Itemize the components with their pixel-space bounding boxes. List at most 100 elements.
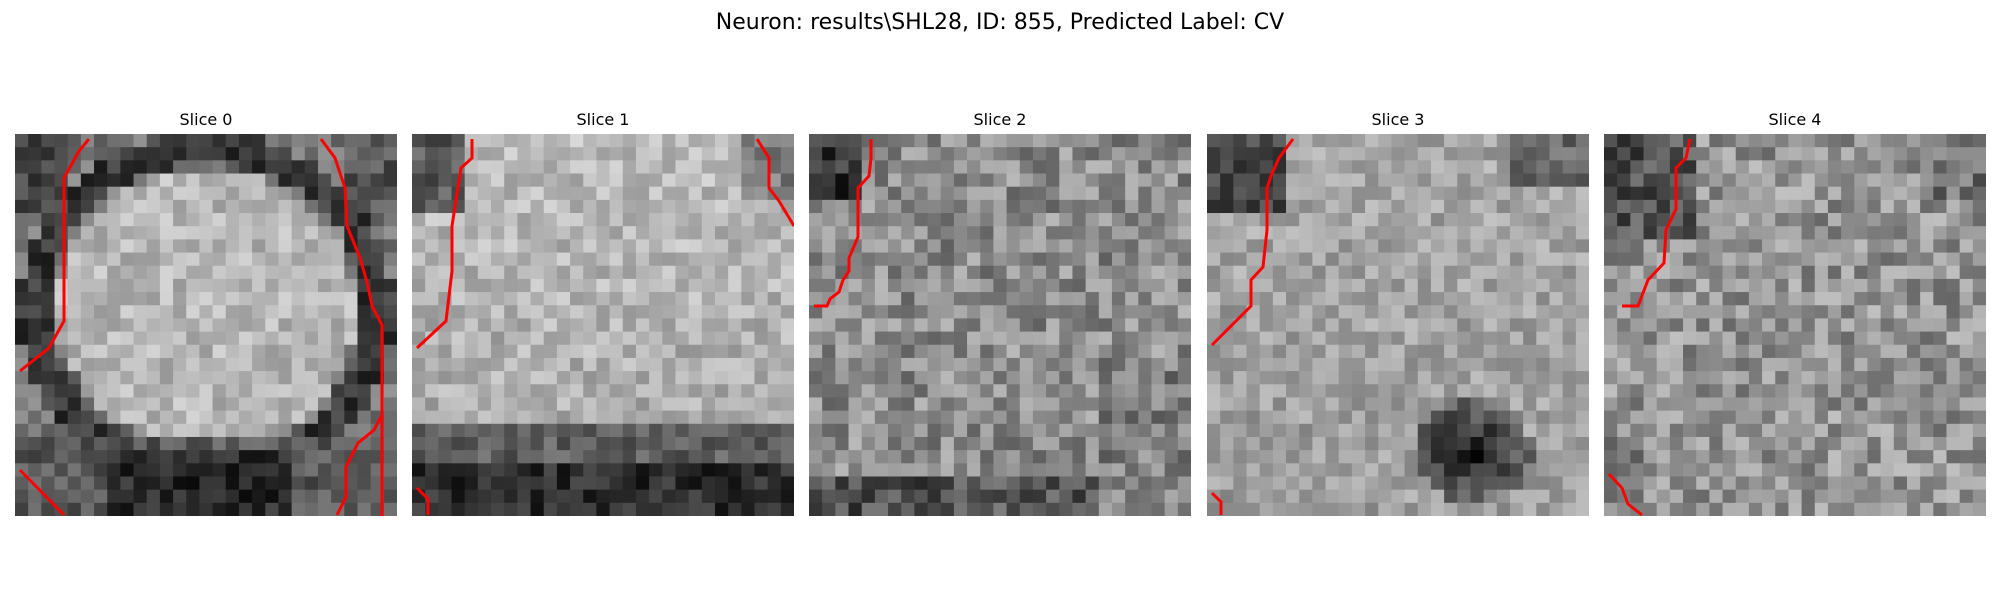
slice-1-pixel [517, 147, 531, 161]
slice-1-pixel [556, 489, 571, 504]
slice-3-pixel [1470, 160, 1485, 174]
slice-1-pixel [596, 292, 610, 306]
slice-4-pixel [1617, 423, 1631, 438]
slice-3-pixel [1523, 199, 1537, 214]
slice-0-pixel [331, 331, 345, 346]
slice-0-pixel [317, 173, 332, 188]
slice-2-pixel [1111, 252, 1126, 267]
slice-0-pixel [94, 436, 108, 451]
slice-1-pixel [543, 450, 558, 464]
slice-0-pixel [15, 252, 29, 267]
slice-2-pixel [1151, 450, 1166, 464]
slice-0-pixel [15, 292, 29, 306]
slice-3-pixel [1549, 226, 1564, 240]
slice-4-pixel [1959, 371, 1974, 385]
slice-4-pixel [1972, 357, 1986, 372]
slice-4-pixel [1814, 186, 1829, 201]
slice-2-pixel [1046, 292, 1060, 306]
slice-3-pixel [1417, 357, 1432, 372]
slice-3-pixel [1523, 213, 1537, 227]
slice-4-pixel [1617, 305, 1631, 319]
slice-0-pixel [370, 252, 385, 267]
slice-3-pixel [1272, 252, 1287, 267]
slice-4-pixel [1906, 278, 1921, 293]
slice-0-pixel [199, 160, 213, 174]
figure-title: Neuron: results\SHL28, ID: 855, Predicte… [715, 10, 1285, 35]
slice-1-pixel [491, 226, 505, 240]
slice-1-pixel [425, 278, 439, 293]
slice-2-pixel [822, 489, 836, 504]
slice-4-pixel [1827, 147, 1842, 161]
slice-3-pixel [1444, 397, 1458, 412]
slice-3-pixel [1523, 371, 1537, 385]
slice-3-pixel [1575, 331, 1589, 346]
slice-2-pixel [1006, 265, 1021, 280]
slice-1-pixel [477, 463, 492, 477]
slice-3-pixel [1575, 292, 1589, 306]
slice-4-pixel [1972, 252, 1986, 267]
slice-3-pixel [1246, 278, 1261, 293]
slice-1-pixel [451, 502, 466, 516]
slice-3-pixel [1233, 397, 1247, 412]
slice-0-pixel [67, 489, 82, 504]
slice-1-pixel [635, 265, 650, 280]
slice-4-pixel [1946, 423, 1961, 438]
slice-1-pixel [425, 318, 439, 332]
slice-2-pixel [953, 278, 968, 293]
slice-0-pixel [317, 357, 332, 372]
slice-2-pixel [927, 476, 942, 491]
slice-1-pixel [412, 265, 426, 280]
slice-1-pixel [583, 318, 597, 332]
slice-2-pixel [927, 278, 942, 293]
slice-4-pixel [1643, 147, 1658, 161]
slice-3-pixel [1536, 160, 1550, 174]
slice-2-pixel [1072, 305, 1087, 319]
slice-3-pixel [1325, 410, 1340, 425]
slice-2-pixel [1125, 173, 1139, 188]
slice-2-pixel [888, 134, 902, 148]
slice-0-pixel [357, 502, 372, 516]
slice-0-pixel [133, 173, 148, 188]
slice-2-pixel [848, 476, 863, 491]
slice-4-pixel [1683, 489, 1697, 504]
slice-1-pixel [675, 410, 690, 425]
slice-0-pixel [252, 265, 266, 280]
slice-1-pixel [438, 450, 452, 464]
slice-1-pixel [675, 292, 690, 306]
slice-2-pixel [1085, 239, 1100, 253]
slice-1-pixel [662, 173, 676, 188]
slice-1-pixel [583, 305, 597, 319]
slice-3-pixel [1444, 160, 1458, 174]
slice-4-pixel [1867, 397, 1882, 412]
slice-3-pixel [1430, 160, 1445, 174]
slice-1-pixel [662, 226, 676, 240]
slice-4-pixel [1656, 213, 1671, 227]
slice-2-pixel [822, 410, 836, 425]
slice-1-pixel [556, 502, 571, 516]
slice-3-pixel [1483, 265, 1498, 280]
slice-3-pixel [1299, 305, 1313, 319]
slice-2-pixel [980, 371, 994, 385]
slice-1-pixel [675, 173, 690, 188]
slice-4-pixel [1933, 331, 1947, 346]
slice-0-pixel [238, 410, 253, 425]
slice-2-pixel [1072, 252, 1087, 267]
slice-4-pixel [1617, 502, 1631, 516]
slice-1-pixel [438, 331, 452, 346]
slice-0-pixel [344, 397, 358, 412]
slice-2-pixel [1085, 199, 1100, 214]
slice-3-pixel [1575, 344, 1589, 359]
slice-1-pixel [477, 397, 492, 412]
slice-4-pixel [1604, 423, 1618, 438]
slice-1-pixel [464, 292, 479, 306]
slice-4-pixel [1906, 357, 1921, 372]
slice-1-pixel [504, 239, 518, 253]
slice-0-pixel [173, 502, 187, 516]
slice-1-pixel [741, 252, 755, 267]
slice-2-pixel [901, 213, 915, 227]
slice-4-pixel [1801, 134, 1816, 148]
slice-4-pixel [1669, 239, 1684, 253]
slice-4-heatmap [1604, 134, 1986, 516]
slice-2-pixel [927, 436, 942, 451]
slice-3-pixel [1378, 331, 1392, 346]
